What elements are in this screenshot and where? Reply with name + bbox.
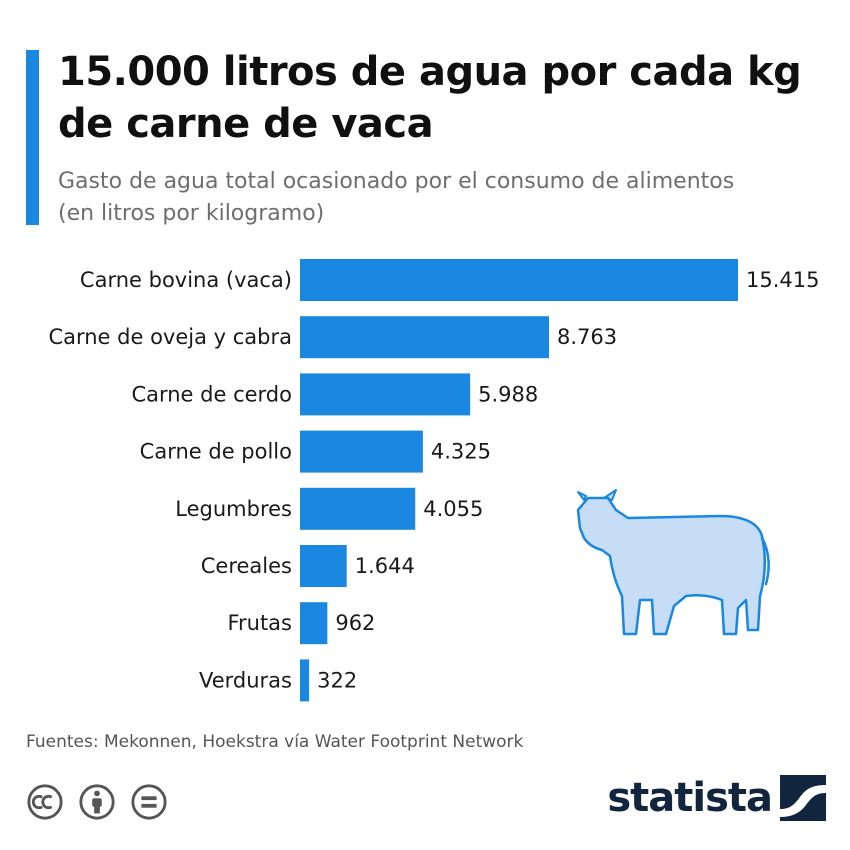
category-label: Carne bovina (vaca) (80, 268, 292, 292)
source-note: Fuentes: Mekonnen, Hoekstra vía Water Fo… (26, 732, 524, 752)
category-label: Carne de pollo (140, 440, 292, 464)
category-label: Carne de oveja y cabra (48, 325, 292, 349)
category-label: Verduras (199, 668, 292, 692)
page-subtitle: Gasto de agua total ocasionado por el co… (58, 169, 735, 226)
category-label: Legumbres (175, 497, 292, 521)
bar (300, 430, 423, 473)
statista-logo[interactable]: statista (607, 775, 826, 821)
category-label: Frutas (227, 611, 292, 635)
bar (300, 373, 471, 416)
attribution-icon[interactable] (78, 783, 116, 821)
bar (300, 487, 416, 530)
bar (300, 259, 738, 301)
title-accent-bar (26, 50, 39, 225)
page-title: 15.000 litros de agua por cada kg de car… (58, 49, 802, 147)
data-label: 5.988 (478, 382, 538, 406)
data-label: 1.644 (355, 554, 415, 578)
data-label: 322 (317, 668, 357, 692)
license-icons (26, 783, 168, 821)
bar-chart: Carne bovina (vaca) 15.415 Carne de oveja … (48, 259, 819, 702)
data-label: 962 (335, 611, 375, 635)
bar (300, 545, 347, 587)
cc-icon[interactable] (26, 783, 64, 821)
bar (300, 659, 310, 702)
data-label: 4.055 (423, 497, 483, 521)
data-label: 8.763 (557, 325, 617, 349)
data-label: 15.415 (746, 268, 819, 292)
bar (300, 316, 549, 359)
cow-icon (576, 489, 770, 636)
category-label: Carne de cerdo (131, 382, 292, 406)
no-derivatives-icon[interactable] (130, 783, 168, 821)
brand-name: statista (607, 775, 773, 821)
statista-logo-icon (780, 775, 826, 821)
bar (300, 602, 328, 645)
data-label: 4.325 (431, 440, 491, 464)
category-label: Cereales (201, 554, 292, 578)
